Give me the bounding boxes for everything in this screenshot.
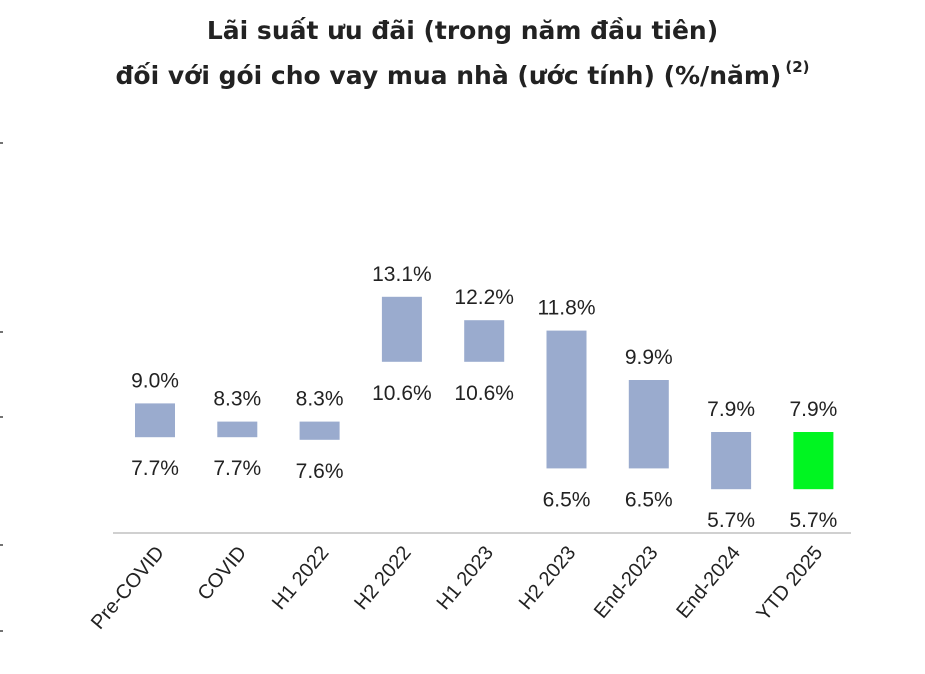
range-bar bbox=[135, 403, 175, 438]
high-value-label: 9.0% bbox=[131, 369, 179, 392]
x-tick-label: H1 2022 bbox=[268, 542, 333, 614]
title-line-2: đối với gói cho vay mua nhà (ước tính) (… bbox=[0, 49, 925, 94]
low-value-label: 7.7% bbox=[131, 457, 179, 480]
high-value-label: 11.8% bbox=[538, 297, 596, 320]
chart-title: Lãi suất ưu đãi (trong năm đầu tiên) đối… bbox=[0, 12, 925, 94]
high-value-label: 7.9% bbox=[789, 398, 837, 421]
x-tick-label: H2 2022 bbox=[350, 542, 415, 614]
x-tick-label: H2 2023 bbox=[515, 542, 580, 614]
high-value-label: 9.9% bbox=[625, 346, 673, 369]
high-value-label: 13.1% bbox=[372, 263, 432, 286]
low-value-label: 5.7% bbox=[789, 509, 837, 532]
range-bar bbox=[711, 432, 752, 490]
x-tick-label: COVID bbox=[194, 542, 252, 605]
range-bar bbox=[381, 296, 422, 362]
title-line-2-text: đối với gói cho vay mua nhà (ước tính) (… bbox=[115, 61, 782, 90]
low-value-label: 6.5% bbox=[543, 488, 591, 511]
low-value-label: 7.6% bbox=[296, 460, 344, 483]
high-value-label: 8.3% bbox=[296, 388, 344, 411]
low-value-label: 5.7% bbox=[707, 509, 755, 532]
range-bar bbox=[217, 421, 258, 438]
x-tick-label: Pre-COVID bbox=[87, 542, 169, 634]
range-bar bbox=[464, 320, 505, 362]
high-value-label: 7.9% bbox=[707, 398, 755, 421]
low-value-label: 6.5% bbox=[625, 488, 673, 511]
low-value-label: 10.6% bbox=[454, 382, 514, 405]
x-tick-label: YTD 2025 bbox=[752, 542, 827, 625]
title-footnote: (2) bbox=[785, 58, 810, 76]
x-tick-label: End-2023 bbox=[590, 542, 663, 623]
range-bar bbox=[628, 380, 669, 469]
x-tick-label: End-2024 bbox=[672, 542, 745, 623]
range-bar bbox=[793, 432, 834, 490]
range-bar bbox=[546, 330, 587, 469]
low-value-label: 7.7% bbox=[213, 457, 261, 480]
high-value-label: 12.2% bbox=[454, 286, 514, 309]
low-value-label: 10.6% bbox=[372, 382, 432, 405]
x-tick-label: H1 2023 bbox=[433, 542, 498, 614]
high-value-label: 8.3% bbox=[213, 388, 261, 411]
range-bar bbox=[299, 421, 340, 440]
title-line-1: Lãi suất ưu đãi (trong năm đầu tiên) bbox=[206, 16, 719, 45]
